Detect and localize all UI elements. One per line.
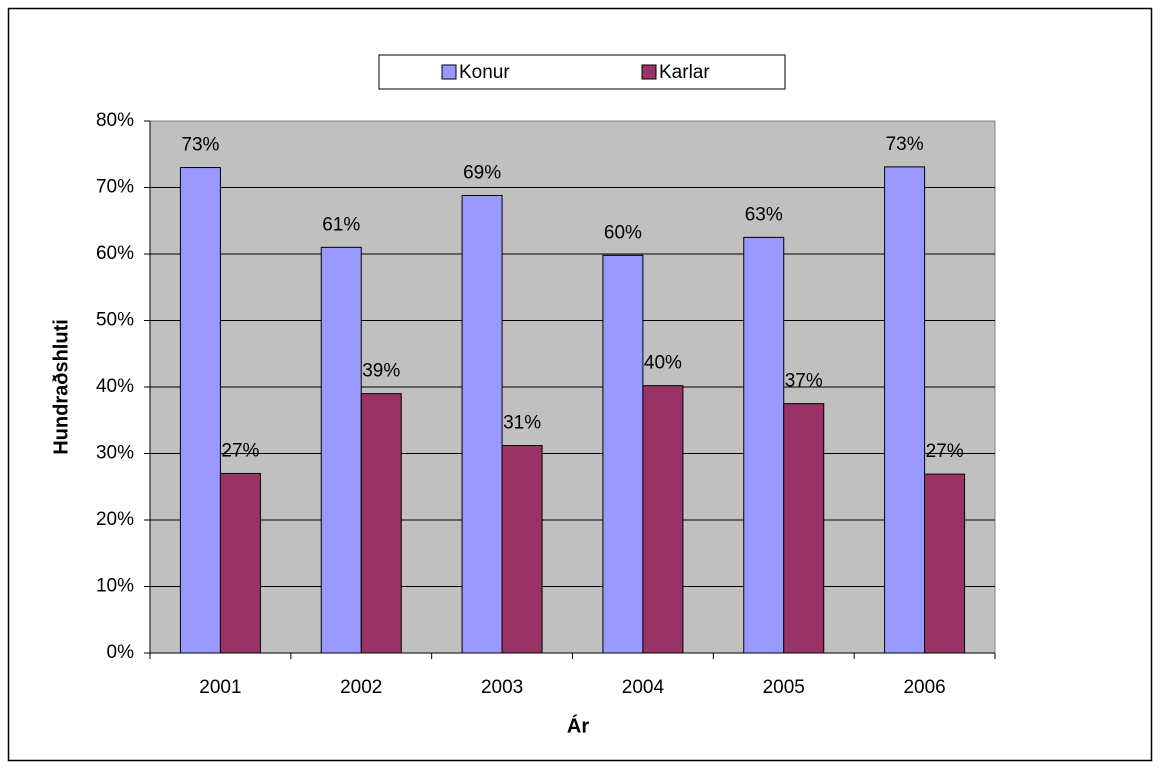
x-tick-label: 2002: [340, 677, 382, 698]
x-tick-label: 2003: [481, 677, 523, 698]
legend-label: Karlar: [659, 62, 710, 83]
bar: [320, 246, 362, 654]
bar: [884, 166, 926, 654]
bar: [783, 403, 825, 654]
data-label: 39%: [362, 361, 400, 382]
data-label: 73%: [886, 134, 924, 155]
y-tick-label: 80%: [96, 110, 134, 131]
data-label: 40%: [644, 353, 682, 374]
x-tick-label: 2001: [199, 677, 241, 698]
data-label: 61%: [322, 214, 360, 235]
y-tick-label: 70%: [96, 177, 134, 198]
data-label: 27%: [926, 441, 964, 462]
y-tick-label: 60%: [96, 243, 134, 264]
y-tick-label: 40%: [96, 376, 134, 397]
bar: [924, 473, 966, 654]
bar: [360, 393, 402, 654]
y-tick-label: 0%: [107, 642, 135, 663]
legend-swatch: [641, 64, 657, 80]
x-tick-label: 2005: [763, 677, 805, 698]
legend-label: Konur: [459, 62, 510, 83]
data-label: 69%: [463, 162, 501, 183]
y-tick-label: 20%: [96, 509, 134, 530]
legend-box: [378, 54, 786, 90]
bar: [179, 167, 221, 654]
y-axis-title: Hundraðshluti: [50, 319, 72, 455]
legend-swatch: [441, 64, 457, 80]
y-tick-label: 10%: [96, 576, 134, 597]
bar: [602, 254, 644, 654]
data-label: 63%: [745, 204, 783, 225]
data-label: 37%: [785, 371, 823, 392]
data-label: 60%: [604, 222, 642, 243]
bar: [219, 472, 261, 654]
x-axis-title: Ár: [567, 714, 589, 737]
bar: [461, 194, 503, 654]
data-label: 27%: [221, 440, 259, 461]
x-tick-label: 2006: [903, 677, 945, 698]
data-label: 73%: [181, 135, 219, 156]
data-label: 31%: [503, 413, 541, 434]
x-tick-label: 2004: [622, 677, 665, 698]
y-tick-label: 50%: [96, 310, 134, 331]
y-tick-label: 30%: [96, 443, 134, 464]
bar: [501, 445, 543, 654]
bar: [743, 236, 785, 654]
bar: [642, 385, 684, 654]
